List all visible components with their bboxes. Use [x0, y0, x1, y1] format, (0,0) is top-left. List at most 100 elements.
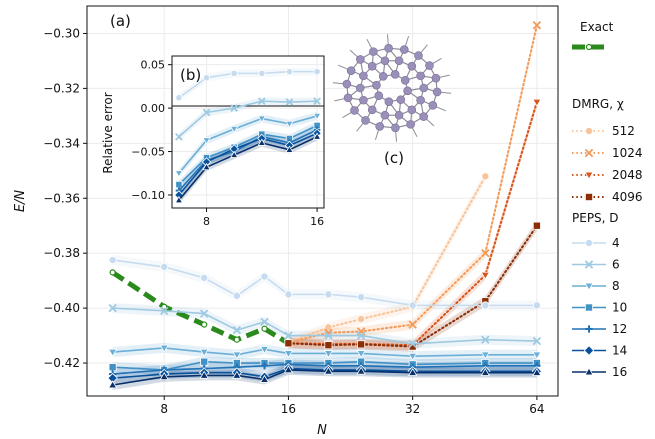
legend-label-16: 16 — [612, 365, 627, 379]
legend-marker-16 — [584, 367, 594, 376]
molecule-node — [403, 86, 412, 96]
molecule-node — [369, 47, 378, 56]
point-6-3 — [232, 325, 242, 335]
y-tick-label: −0.30 — [43, 26, 80, 40]
panel-b-label: (b) — [180, 66, 201, 84]
band-14 — [178, 129, 318, 199]
legend-label-2048: 2048 — [612, 168, 643, 182]
point-4096-5 — [532, 221, 541, 230]
inset-frame — [171, 55, 325, 209]
legend-marker-12 — [585, 325, 593, 333]
legend-label-12: 12 — [612, 322, 627, 336]
point-16-10 — [532, 367, 542, 376]
point-4-5 — [313, 68, 321, 76]
legend-label-8: 8 — [612, 279, 620, 293]
point-4096-2 — [357, 340, 366, 349]
point-8-6 — [323, 350, 334, 359]
legend-entries: 512 1024 2048 4096 4 6 8 10 12 14 16 — [572, 43, 643, 379]
band-16 — [178, 132, 318, 205]
y-tick-label: −0.42 — [43, 356, 80, 370]
point-6-5 — [284, 331, 293, 340]
legend-title-peps: PEPS, D — [572, 211, 619, 225]
legend-marker-4096 — [585, 192, 594, 201]
point-2048-4 — [480, 271, 490, 280]
y-tick-label: −0.34 — [43, 136, 80, 150]
point-16-0 — [107, 380, 118, 389]
point-exact-3 — [233, 336, 240, 343]
point-16-9 — [480, 367, 490, 376]
point-16-5 — [312, 132, 322, 140]
inset-series — [174, 68, 322, 204]
point-4-4 — [285, 68, 294, 76]
point-2048-5 — [532, 98, 542, 107]
point-8-5 — [283, 350, 294, 359]
point-4-7 — [357, 293, 366, 302]
series-line-10 — [178, 124, 318, 186]
x-tick-label: 16 — [281, 402, 296, 416]
y-tick-label: −0.38 — [43, 246, 80, 260]
series-line-16 — [178, 136, 318, 201]
molecule-node — [394, 56, 404, 66]
point-8-7 — [356, 350, 366, 359]
point-8-9 — [480, 351, 490, 360]
molecule-node — [432, 87, 442, 97]
point-8-4 — [285, 120, 294, 129]
point-exact-1 — [161, 303, 168, 310]
series-line-6 — [178, 100, 318, 138]
main-series — [107, 20, 543, 389]
inset-background — [172, 56, 324, 208]
point-4-4 — [260, 272, 269, 281]
series-line-2048 — [287, 101, 538, 347]
point-4-6 — [324, 290, 333, 299]
x-tick-label: 32 — [405, 402, 420, 416]
point-16-6 — [323, 366, 334, 375]
point-8-1 — [159, 344, 169, 353]
molecule-node — [390, 70, 400, 79]
x-tick-label: 8 — [203, 215, 210, 228]
x-tick-label: 8 — [160, 402, 168, 416]
point-4-2 — [230, 69, 238, 77]
legend-label-10: 10 — [612, 301, 627, 315]
point-6-5 — [313, 97, 321, 106]
legend: Exact DMRG, χ PEPS, D 512 1024 2048 4096 4 6 8… — [572, 20, 643, 379]
molecule-node — [407, 61, 417, 71]
point-10-0 — [108, 363, 117, 372]
legend-title-dmrg: DMRG, χ — [572, 97, 624, 111]
molecule-node — [414, 51, 423, 60]
band-1024 — [288, 20, 537, 348]
point-16-3 — [257, 138, 267, 146]
point-8-0 — [174, 170, 184, 178]
point-4096-1 — [324, 341, 333, 350]
molecule-node — [407, 105, 417, 115]
legend-marker-4 — [585, 238, 594, 247]
molecule-node — [359, 71, 368, 81]
point-8-2 — [199, 348, 209, 357]
molecule-node — [378, 72, 388, 81]
y-tick-label: 0.00 — [141, 102, 166, 115]
legend-label-512: 512 — [612, 124, 635, 138]
legend-label-4096: 4096 — [612, 190, 643, 204]
point-4-1 — [202, 74, 211, 82]
inset-ticks: 8 16 −0.10 −0.05 0.00 0.05 — [131, 59, 324, 228]
point-16-8 — [408, 367, 418, 376]
legend-marker-10 — [585, 303, 594, 312]
point-512-1 — [324, 323, 333, 332]
molecule-node — [396, 95, 406, 104]
point-16-2 — [199, 370, 209, 379]
legend-marker-8 — [584, 282, 594, 291]
y-tick-label: −0.32 — [43, 81, 80, 95]
series-line-8 — [178, 115, 318, 174]
molecule-node — [372, 80, 381, 90]
y-tick-label: −0.36 — [43, 191, 80, 205]
legend-label-1024: 1024 — [612, 146, 643, 160]
point-16-7 — [356, 366, 366, 375]
point-4-3 — [258, 69, 266, 77]
point-8-2 — [229, 126, 239, 134]
point-6-9 — [481, 335, 490, 344]
point-6-3 — [257, 97, 266, 106]
molecule-node — [380, 56, 390, 66]
point-6-10 — [532, 336, 542, 346]
main-ticks: 8 16 32 64 −0.42 −0.40 −0.38 −0.36 −0.34 −0.32 −0.… — [43, 26, 544, 416]
point-8-0 — [107, 348, 118, 357]
